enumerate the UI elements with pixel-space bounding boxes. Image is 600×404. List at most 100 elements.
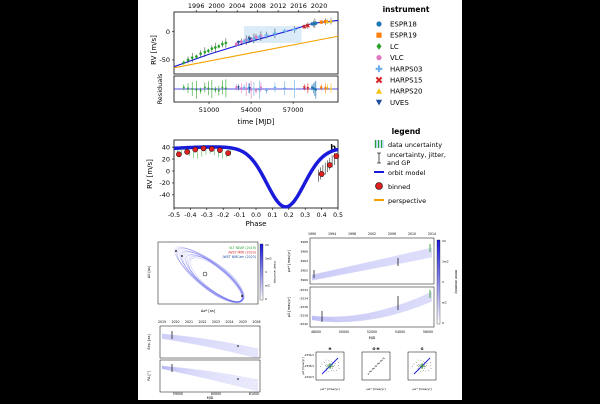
binned-point: [318, 171, 325, 177]
legend-label-harps20: HARPS20: [390, 88, 423, 96]
inset-point: [425, 365, 426, 367]
sep-mjd-ticks: 59000 60000 61000: [173, 392, 259, 396]
pa-orbit-line: [161, 365, 259, 381]
pmra-orbit-line: [311, 255, 433, 280]
pmdec-y-tick: -2536: [299, 305, 308, 309]
residual-point-vlc: [235, 86, 238, 89]
sep-top-year: 2020: [171, 320, 179, 324]
pmra-orbit-line: [311, 250, 433, 277]
inset-point: [338, 362, 339, 363]
pa-y-label: PA [°]: [147, 370, 151, 381]
inset-x-label: μα* [mas/yr]: [320, 387, 339, 391]
sep-orbit-line: [161, 338, 259, 359]
pmra-orbit-line: [311, 247, 433, 276]
rv-point-harps15: [302, 24, 307, 29]
inset-point: [419, 371, 421, 372]
pmra-y-tick: 3960: [300, 278, 308, 282]
sep-pa-orbit-fans: [161, 331, 259, 392]
phase-y-ticks: 40 20 0 -20 -40: [159, 143, 174, 199]
red-dot-icon: [375, 182, 383, 190]
pm-top-year: 1994: [328, 232, 336, 236]
top-year-label: 2004: [229, 2, 246, 10]
star-marker: [202, 271, 208, 277]
pmdec-orbit-line: [311, 297, 433, 321]
sky-x-label: Δα* [as]: [201, 309, 216, 313]
residual-point-lc: [214, 88, 217, 92]
pm-mjd-tick: 52000: [367, 330, 377, 334]
pmdec-y-tick: -2534: [299, 297, 308, 301]
orbit-ellipse: [176, 248, 243, 303]
inset-point: [337, 364, 339, 366]
rv-point-espr19: [323, 19, 327, 24]
binned-point: [200, 145, 207, 152]
pm-mjd-tick: 54000: [395, 330, 405, 334]
inset-point: [333, 365, 334, 367]
sep-top-year: 2022: [198, 320, 206, 324]
sky-colorbar-label: mean anomaly: [273, 261, 277, 284]
rv-y-label: RV [m/s]: [150, 35, 158, 65]
pmdec-orbit-line: [311, 293, 433, 319]
legend-marker-vlc-icon: [376, 55, 382, 61]
rv-y-tick-label: 0: [166, 28, 170, 36]
inset-title: H: [329, 347, 332, 351]
sep-top-year: 2024: [225, 320, 233, 324]
orbit-ellipse: [186, 255, 244, 303]
rv-phase-frame: [173, 139, 339, 209]
pmdec-orbit-line: [311, 292, 433, 318]
pmra-orbit-line: [311, 253, 433, 279]
inset-point: [378, 363, 380, 364]
rv-point-harps20: [325, 19, 330, 24]
inset-point: [425, 370, 427, 372]
binned-point: [208, 146, 215, 152]
inset-point: [371, 371, 372, 372]
phase-orbit-curve: [173, 145, 339, 209]
residual-point-harps03: [273, 85, 277, 89]
inset-point: [336, 369, 337, 371]
legend-marker-lc-icon: [376, 43, 382, 50]
rv-time-panel: 1996 2000 2004 2008 2012 2016 2020 0 -50 RV [m/…: [150, 2, 339, 126]
pmdec-orbit-line: [311, 295, 433, 320]
sky-colorbar-tick: 3π/2: [265, 257, 272, 261]
astrometry-sky-panel: VLT NEAR (2019)JWST MIRI (2023)JWST NIRC…: [147, 241, 277, 313]
orbit-ellipse: [173, 246, 243, 302]
sep-top-year: 2025: [239, 320, 247, 324]
inset-point: [381, 360, 383, 362]
inset-point: [323, 362, 325, 363]
rv-point-lc: [210, 46, 214, 51]
pm-colorbar-tick: 0: [442, 321, 444, 325]
pmdec-orbit-line: [311, 296, 433, 320]
pmdec-y-label: μδ [mas/yr]: [287, 296, 291, 317]
phase-x-tick-label: -0.4: [184, 212, 196, 219]
phase-y-tick-label: 0: [166, 167, 170, 175]
data-point: [181, 255, 183, 257]
inset-point: [369, 371, 371, 373]
inset-point: [325, 367, 327, 369]
phase-y-label: RV [m/s]: [146, 159, 154, 189]
mjd-tick-label: 51000: [199, 106, 220, 114]
sep-top-year: 2023: [212, 320, 220, 324]
sep-mjd-tick: 61000: [249, 392, 259, 396]
pm-mjd-ticks: 48000 50000 52000 54000 56000: [311, 330, 433, 334]
phase-orbit-line: [173, 145, 339, 209]
residual-point-harps03: [265, 89, 268, 93]
phase-x-tick-label: 0.5: [333, 212, 343, 219]
sep-x-label: MJD: [207, 396, 214, 400]
legend-binned: binned: [388, 183, 410, 191]
rv-point-lc: [203, 49, 207, 55]
phase-x-tick-label: 0.4: [317, 212, 327, 219]
sep-mjd-tick: 59000: [173, 392, 183, 396]
pmdec-orbit-line: [311, 300, 433, 322]
pm-mjd-tick: 50000: [339, 330, 349, 334]
pa-orbit-line: [161, 368, 259, 390]
data-point: [241, 295, 243, 297]
phase-x-tick-label: -0.2: [217, 212, 229, 219]
sep-orbit-line: [161, 334, 259, 352]
residual-point-harps03: [258, 88, 261, 92]
orbit-ellipse: [189, 257, 245, 303]
inset-point: [326, 364, 328, 365]
rv-point-lc: [206, 48, 210, 53]
instrument-legend-title: instrument: [383, 5, 430, 14]
inset-title: G-H: [372, 347, 379, 351]
pm-top-year: 1990: [308, 232, 316, 236]
pmra-y-tick: 3962: [300, 269, 308, 273]
